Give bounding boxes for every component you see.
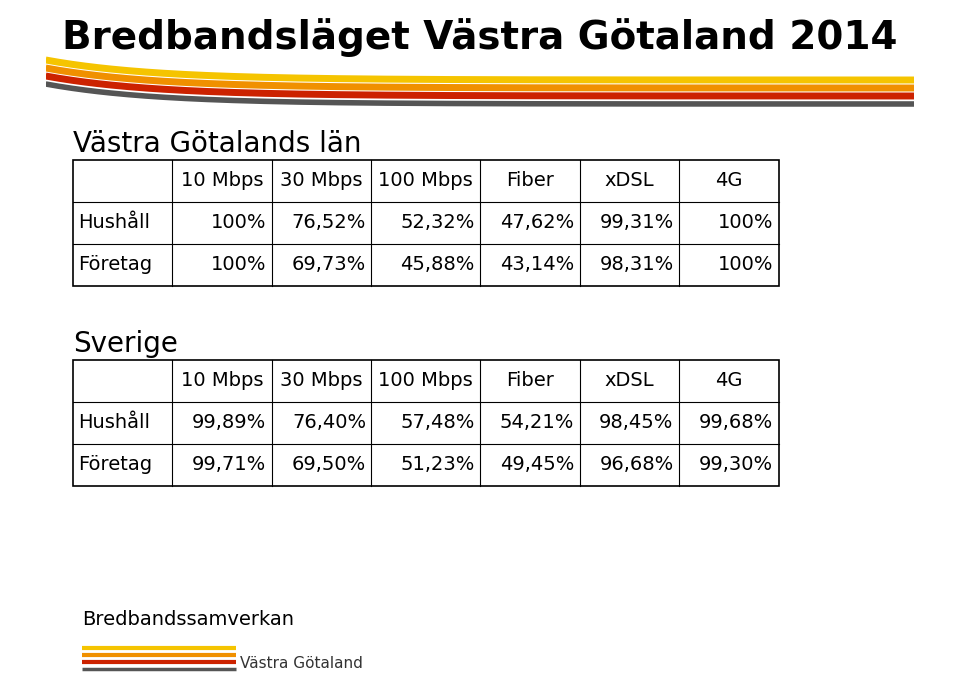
Text: 100 Mbps: 100 Mbps — [378, 172, 473, 191]
Text: 10 Mbps: 10 Mbps — [180, 172, 263, 191]
Text: 98,45%: 98,45% — [599, 413, 674, 433]
Text: 100 Mbps: 100 Mbps — [378, 371, 473, 390]
Text: 99,31%: 99,31% — [599, 214, 674, 232]
Text: 47,62%: 47,62% — [500, 214, 574, 232]
Text: 51,23%: 51,23% — [400, 456, 474, 475]
Text: 30 Mbps: 30 Mbps — [280, 371, 363, 390]
Text: 10 Mbps: 10 Mbps — [180, 371, 263, 390]
Text: 99,30%: 99,30% — [699, 456, 773, 475]
Text: 49,45%: 49,45% — [500, 456, 574, 475]
Text: Fiber: Fiber — [506, 371, 554, 390]
Text: 69,50%: 69,50% — [292, 456, 366, 475]
Text: xDSL: xDSL — [605, 172, 654, 191]
Text: 69,73%: 69,73% — [292, 255, 366, 274]
Text: 98,31%: 98,31% — [599, 255, 674, 274]
Text: Västra Götalands län: Västra Götalands län — [73, 130, 361, 158]
Text: 99,89%: 99,89% — [192, 413, 267, 433]
Text: Företag: Företag — [79, 255, 153, 274]
Bar — [73, 360, 779, 486]
Text: 100%: 100% — [211, 255, 267, 274]
Text: 99,68%: 99,68% — [699, 413, 773, 433]
Text: 99,71%: 99,71% — [192, 456, 267, 475]
Text: Hushåll: Hushåll — [79, 214, 151, 232]
Text: 96,68%: 96,68% — [599, 456, 674, 475]
Text: Fiber: Fiber — [506, 172, 554, 191]
Text: Företag: Företag — [79, 456, 153, 475]
Text: 100%: 100% — [718, 255, 773, 274]
Text: 100%: 100% — [718, 214, 773, 232]
Text: 57,48%: 57,48% — [400, 413, 474, 433]
Text: 43,14%: 43,14% — [500, 255, 574, 274]
Text: 52,32%: 52,32% — [400, 214, 474, 232]
Text: Hushåll: Hushåll — [79, 413, 151, 433]
Text: xDSL: xDSL — [605, 371, 654, 390]
Text: 100%: 100% — [211, 214, 267, 232]
Text: Bredbandsläget Västra Götaland 2014: Bredbandsläget Västra Götaland 2014 — [62, 19, 898, 57]
Text: Bredbandssamverkan: Bredbandssamverkan — [82, 610, 294, 629]
Text: 54,21%: 54,21% — [500, 413, 574, 433]
Bar — [73, 160, 779, 286]
Text: 76,52%: 76,52% — [292, 214, 366, 232]
Text: 45,88%: 45,88% — [400, 255, 474, 274]
Text: 30 Mbps: 30 Mbps — [280, 172, 363, 191]
Text: 4G: 4G — [715, 371, 742, 390]
Text: Västra Götaland: Västra Götaland — [240, 655, 363, 671]
Text: 4G: 4G — [715, 172, 742, 191]
Text: Sverige: Sverige — [73, 330, 178, 358]
Text: 76,40%: 76,40% — [292, 413, 366, 433]
